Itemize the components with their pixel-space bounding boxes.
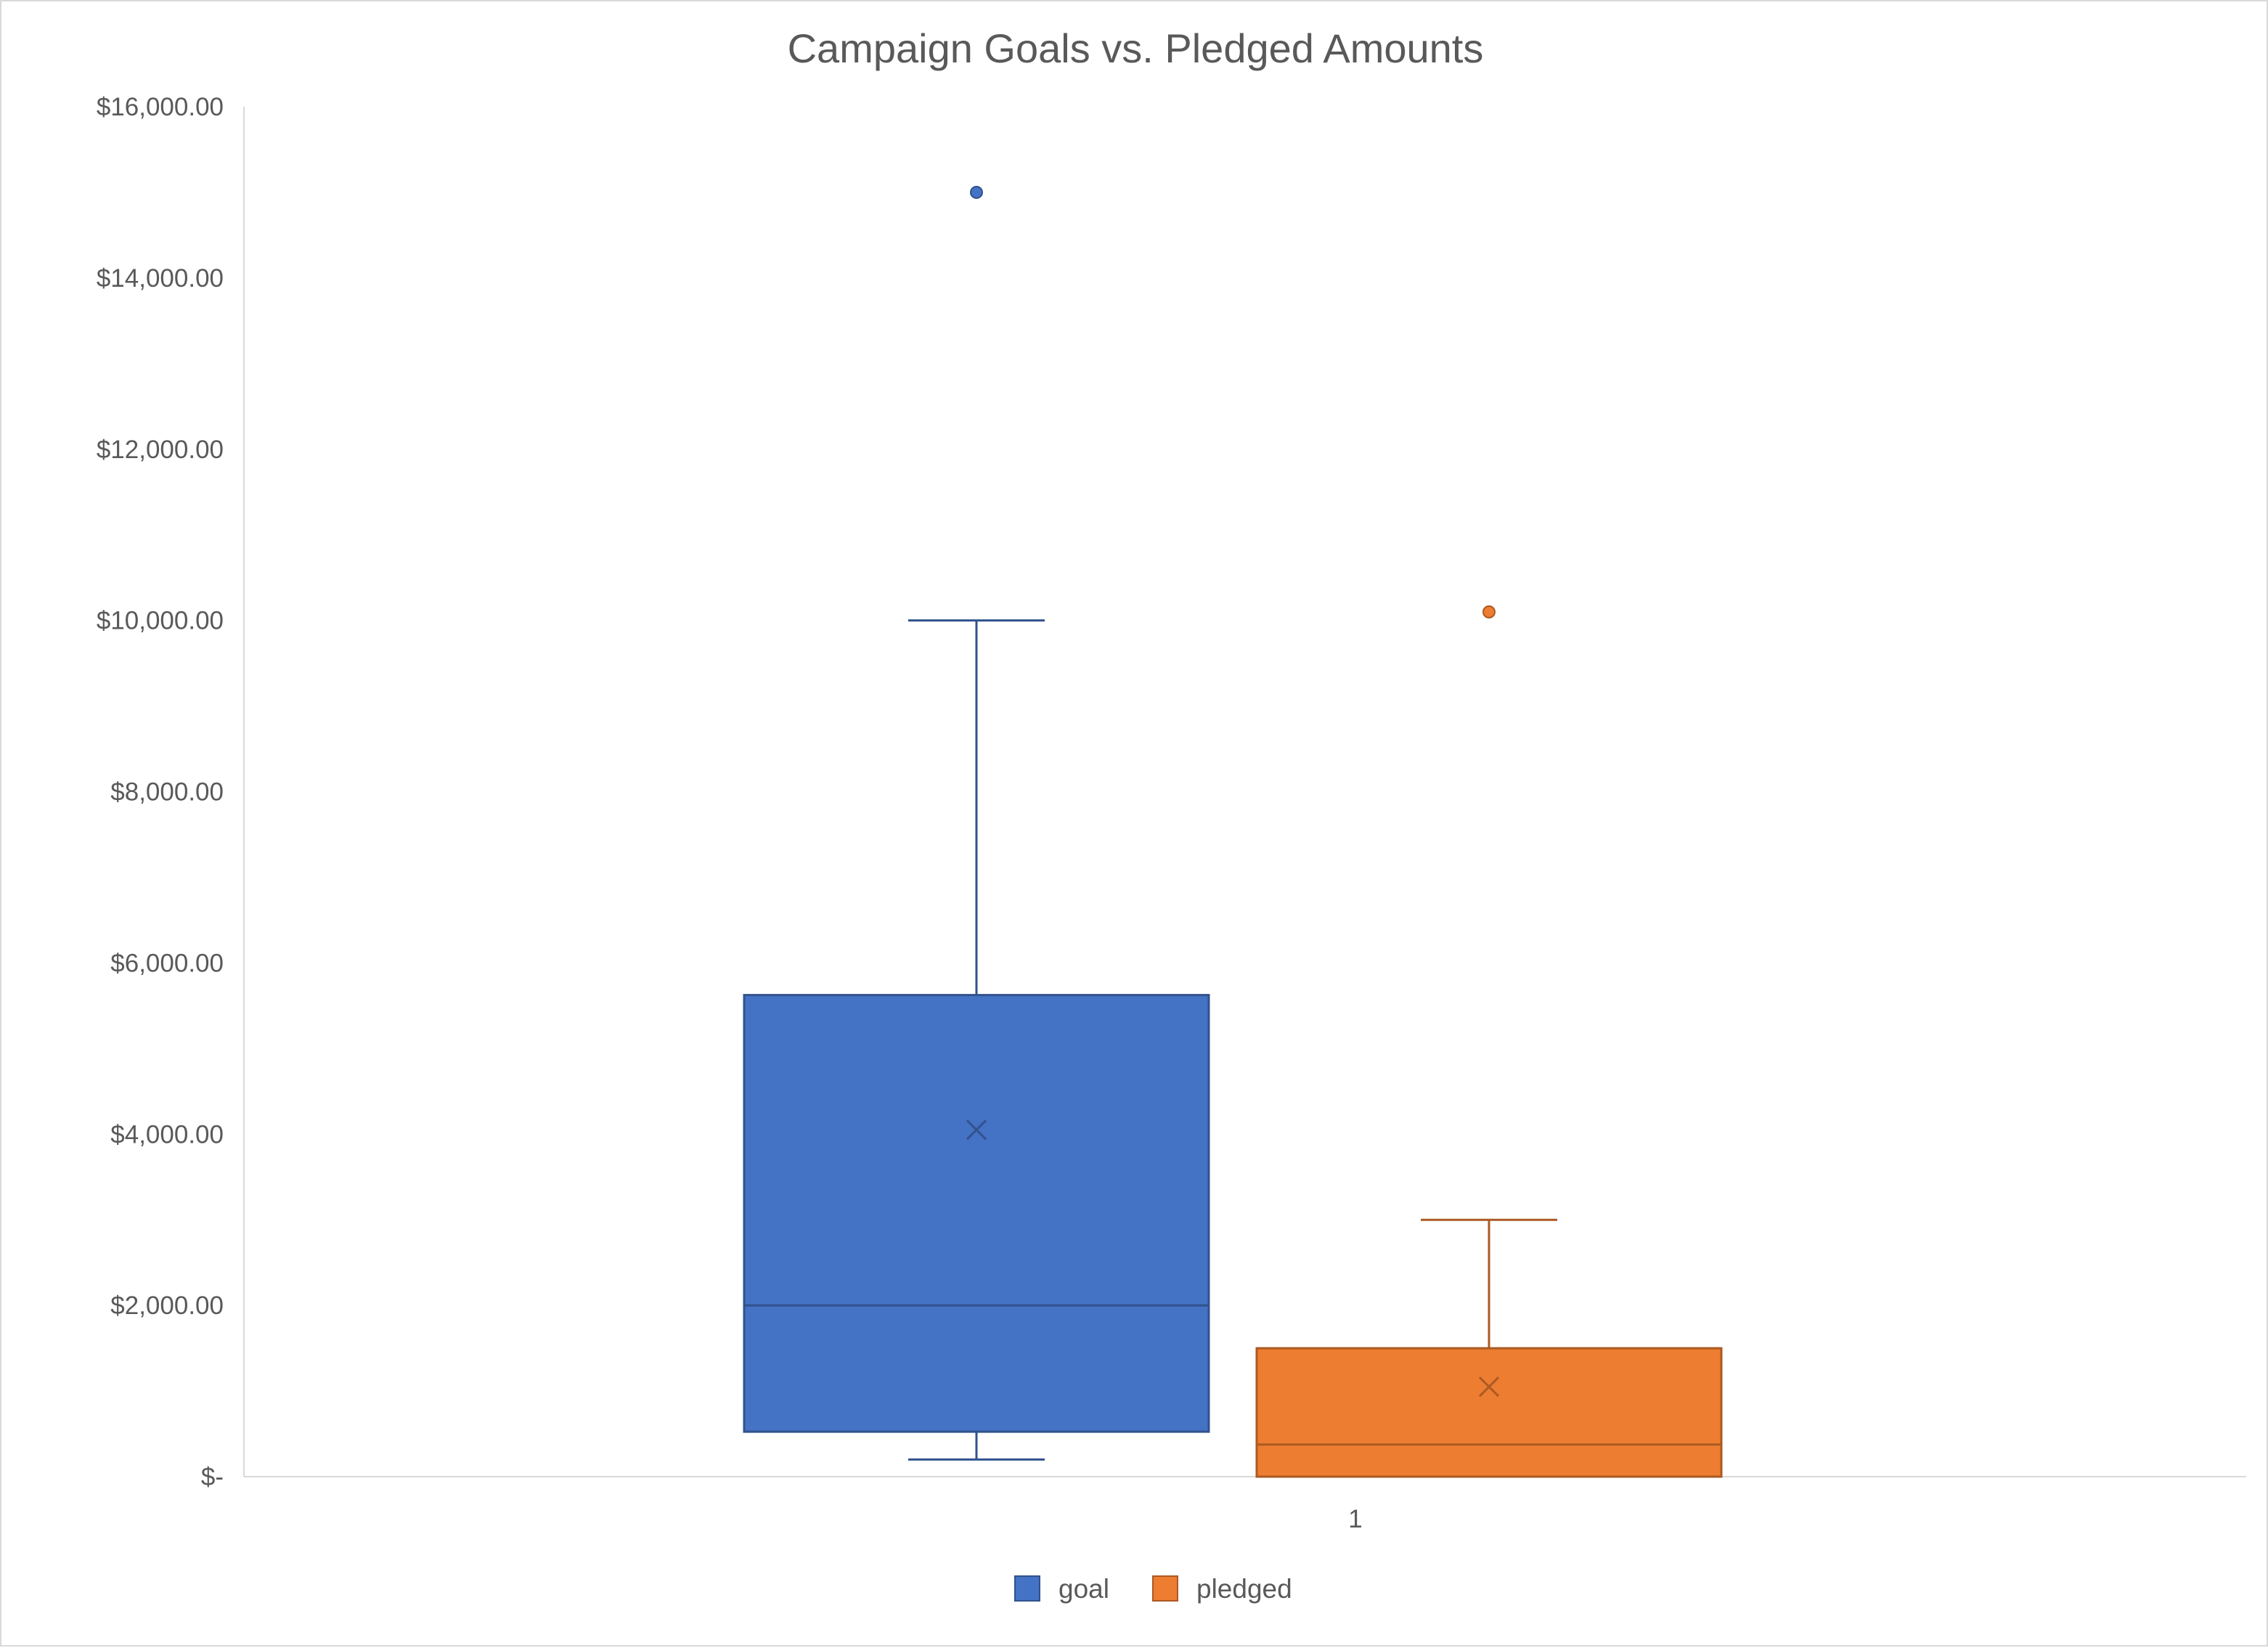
y-tick-label: $2,000.00 <box>110 1292 224 1320</box>
y-tick-label: $4,000.00 <box>110 1120 224 1149</box>
y-tick-label: $14,000.00 <box>97 264 224 293</box>
mean-marker <box>1478 1376 1500 1398</box>
y-tick-label: $8,000.00 <box>110 778 224 807</box>
chart-title: Campaign Goals vs. Pledged Amounts <box>788 25 1484 71</box>
legend-item-goal: goal <box>1014 1574 1109 1604</box>
y-tick-label: $- <box>201 1463 224 1491</box>
outlier-point <box>1482 605 1496 619</box>
box-goal <box>743 185 1210 1461</box>
box-iqr <box>743 994 1210 1433</box>
box-series-group <box>743 185 1723 1478</box>
x-axis-ticks: 1 <box>1348 1505 1362 1533</box>
y-axis-ticks: $- $2,000.00 $4,000.00 $6,000.00 $8,000.00 $1… <box>97 93 224 1491</box>
legend-swatch <box>1152 1575 1178 1602</box>
legend: goal pledged <box>1014 1574 1292 1604</box>
box-pledged <box>1255 605 1723 1478</box>
legend-label: pledged <box>1196 1574 1292 1604</box>
outlier-point <box>970 185 983 199</box>
y-tick-label: $10,000.00 <box>97 607 224 635</box>
legend-swatch <box>1014 1575 1040 1602</box>
box-iqr <box>1255 1347 1723 1478</box>
legend-item-pledged: pledged <box>1152 1574 1292 1604</box>
mean-marker <box>966 1119 987 1141</box>
legend-label: goal <box>1058 1574 1109 1604</box>
y-tick-label: $12,000.00 <box>97 436 224 464</box>
y-tick-label: $6,000.00 <box>110 949 224 977</box>
y-tick-label: $16,000.00 <box>97 93 224 121</box>
x-tick-label: 1 <box>1348 1505 1362 1533</box>
